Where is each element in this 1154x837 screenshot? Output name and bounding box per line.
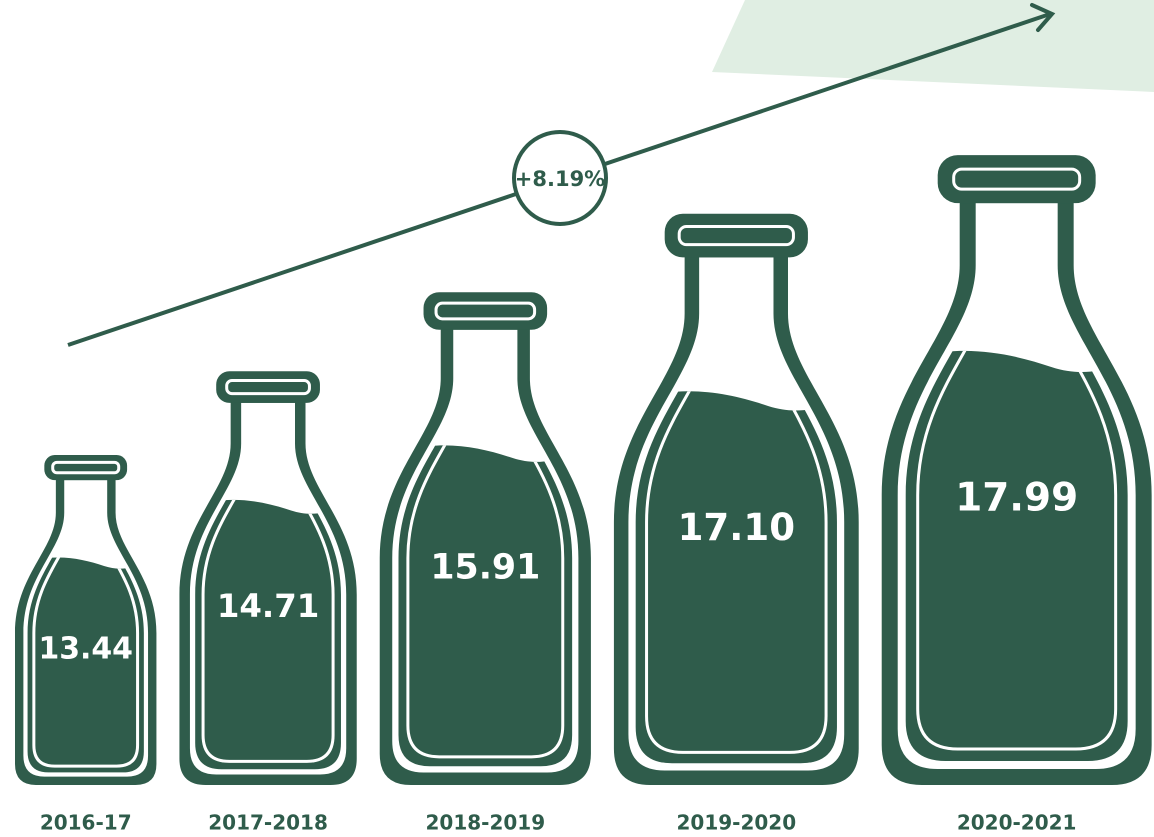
bottle (179, 371, 357, 785)
bottle-cap-band (225, 379, 311, 396)
value-label: 15.91 (430, 548, 540, 588)
bottle-cap-band (434, 301, 537, 321)
category-label: 2017-2018 (208, 811, 328, 835)
bottle (379, 292, 591, 785)
value-label: 13.44 (38, 632, 133, 667)
bottle-cap-band (677, 224, 795, 247)
bottle-cap (423, 292, 548, 330)
bottle-milk (635, 390, 837, 764)
bottle-cap (44, 455, 128, 481)
bottle-cap (937, 155, 1096, 204)
bottle (15, 455, 157, 785)
bottle (881, 155, 1152, 786)
bottle-milk (195, 499, 341, 770)
bottle-cap (216, 371, 320, 403)
category-label: 2020-2021 (957, 811, 1077, 835)
value-label: 17.99 (955, 476, 1078, 521)
category-label: 2019-2020 (676, 811, 796, 835)
bottle-cap (664, 213, 808, 258)
value-label: 14.71 (217, 587, 320, 625)
bottle-milk (905, 350, 1128, 762)
background-shape (712, 0, 1154, 92)
growth-badge (512, 130, 608, 226)
bottle-cap-band (51, 460, 121, 475)
category-label: 2018-2019 (425, 811, 545, 835)
arrow-head (1030, 3, 1056, 32)
bottle-milk (398, 444, 573, 767)
bottle-cap-band (952, 167, 1082, 191)
category-label: 2016-17 (40, 811, 132, 835)
bottle-milk (27, 557, 144, 773)
value-label: 17.10 (678, 506, 795, 549)
bottle (613, 213, 859, 786)
growth-label: +8.19% (515, 167, 605, 191)
